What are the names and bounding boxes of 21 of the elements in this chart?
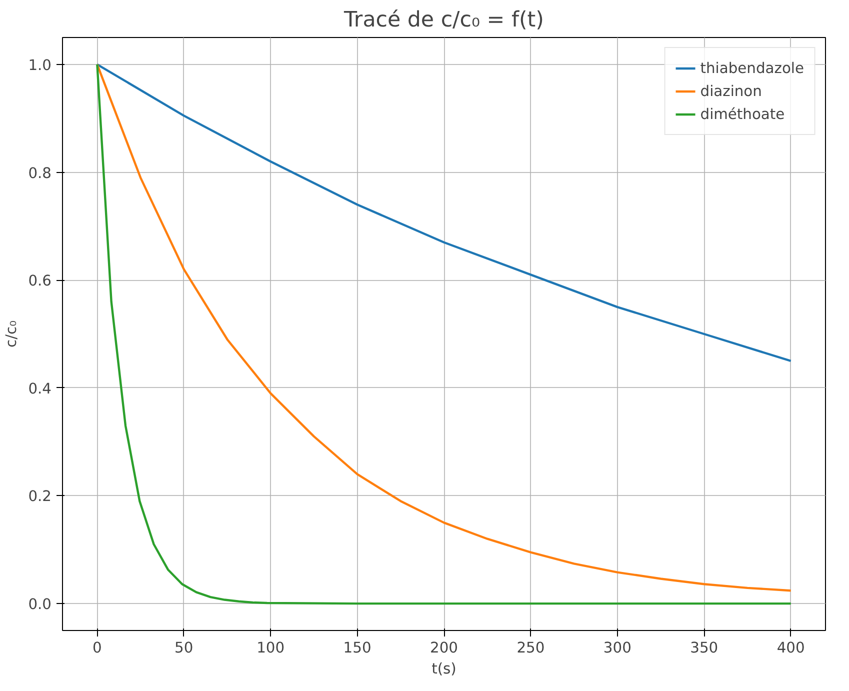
y-tick-label: 0.0 [28,596,52,614]
legend-label: diméthoate [700,106,785,122]
y-axis-title: c/c₀ [3,320,20,348]
legend-label: thiabendazole [700,60,804,76]
y-tick-label: 0.2 [28,488,52,506]
x-axis-title: t(s) [432,660,456,678]
x-tick-label: 250 [516,640,545,656]
x-tick-label: 50 [174,640,194,656]
x-tick-label: 350 [690,640,718,656]
y-tick-label: 1.0 [28,56,52,74]
y-tick-label: 0.8 [28,164,52,182]
legend-label: diazinon [700,82,762,100]
chart-title: Tracé de c/c₀ = f(t) [343,8,544,32]
y-tick-label: 0.6 [28,272,52,290]
y-tick-label: 0.4 [28,380,52,398]
x-tick-label: 400 [776,640,805,656]
x-tick-label: 300 [603,640,632,656]
x-tick-label: 150 [343,640,372,656]
x-tick-label: 200 [430,640,458,656]
x-tick-label: 0 [92,640,102,656]
x-tick-label: 100 [256,640,285,656]
